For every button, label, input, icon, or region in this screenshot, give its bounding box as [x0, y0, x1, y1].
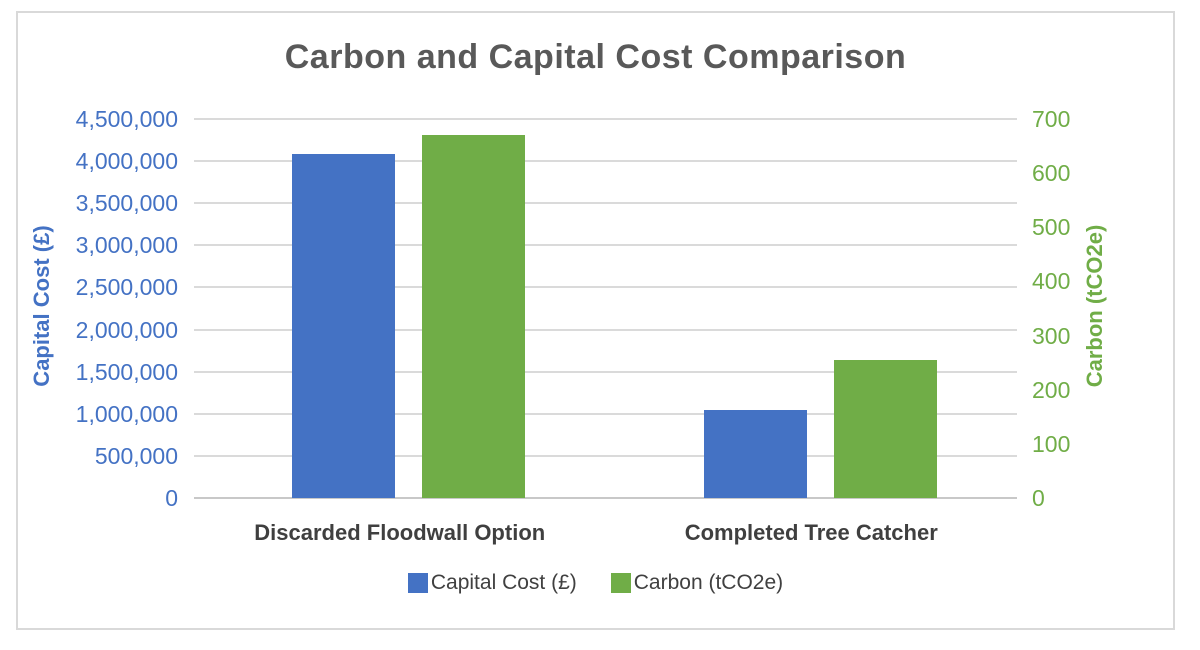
- gridline: [194, 454, 1017, 457]
- right-axis-tick-label: 0: [1032, 485, 1045, 511]
- category-label: Completed Tree Catcher: [684, 520, 938, 545]
- legend-swatch-icon: [610, 573, 631, 593]
- gridline: [194, 202, 1017, 205]
- bar-series2-cat1: [422, 135, 526, 498]
- right-axis-tick-label: 200: [1032, 376, 1071, 403]
- bar-series2-cat2: [833, 359, 937, 498]
- gridline: [194, 370, 1017, 373]
- bar-series1-cat2: [703, 410, 807, 498]
- gridline: [194, 160, 1017, 163]
- right-axis-tick-label: 700: [1032, 106, 1071, 132]
- right-axis-tick-label: 400: [1032, 268, 1071, 295]
- gridline: [194, 286, 1017, 289]
- left-axis-tick-label: 4,000,000: [75, 148, 178, 175]
- right-axis-tick-label: 600: [1032, 160, 1071, 187]
- gridline: [194, 118, 1017, 120]
- legend: Capital Cost (£) Carbon (tCO2e): [16, 571, 1175, 595]
- right-axis-tick-label: 300: [1032, 322, 1071, 349]
- chart-frame: [16, 11, 1175, 630]
- left-axis-tick-label: 4,500,000: [75, 106, 178, 132]
- left-axis-tick-label: 2,500,000: [75, 274, 178, 301]
- chart-title: Carbon and Capital Cost Comparison: [284, 38, 907, 76]
- left-axis-tick-label: 0: [165, 485, 178, 511]
- left-axis-tick-label: 1,500,000: [75, 358, 178, 385]
- gridline: [194, 328, 1017, 331]
- bar-series1-cat1: [292, 153, 396, 498]
- legend-swatch-icon: [407, 573, 428, 593]
- legend-item: Carbon (tCO2e): [610, 571, 784, 595]
- right-axis-tick-label: 500: [1032, 214, 1071, 241]
- legend-label: Capital Cost (£): [430, 571, 577, 594]
- left-axis-tick-label: 500,000: [94, 442, 178, 469]
- gridline: [194, 412, 1017, 415]
- legend-label: Carbon (tCO2e): [633, 571, 784, 594]
- right-axis-tick-label: 100: [1032, 430, 1071, 457]
- gridline: [194, 244, 1017, 247]
- left-axis-tick-label: 1,000,000: [75, 400, 178, 427]
- category-label: Discarded Floodwall Option: [254, 520, 546, 545]
- left-axis-tick-label: 3,000,000: [75, 232, 178, 259]
- legend-item: Capital Cost (£): [407, 571, 577, 595]
- left-axis-tick-label: 2,000,000: [75, 316, 178, 343]
- left-axis-tick-label: 3,500,000: [75, 190, 178, 217]
- gridline: [194, 497, 1017, 499]
